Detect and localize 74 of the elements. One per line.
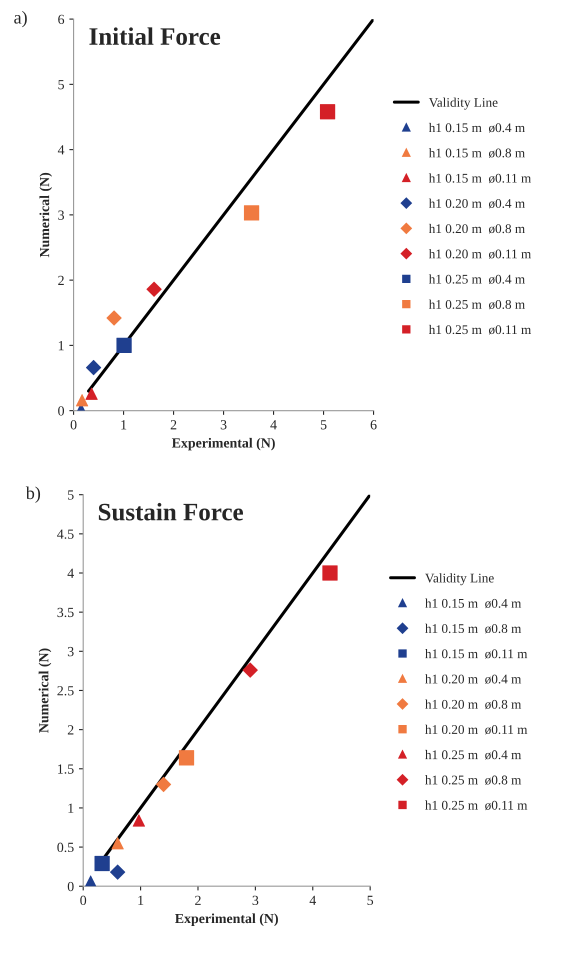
text: a) xyxy=(14,10,27,28)
point xyxy=(132,814,146,827)
point xyxy=(111,837,124,850)
chart-title: Sustain Force xyxy=(98,502,243,521)
y-axis-title: Numerical (N) xyxy=(38,648,52,733)
x-tick-label: 1 xyxy=(121,420,126,430)
y-tick-label: 2 xyxy=(58,276,64,285)
legend-label: h1 0.15 m ø0.4 m xyxy=(428,122,525,133)
y-tick-label: 5 xyxy=(58,80,64,90)
y-tick-label: 2 xyxy=(68,725,74,734)
y-axis-title: Numerical (N) xyxy=(39,172,52,258)
x-tick-label: 3 xyxy=(252,896,258,906)
y-tick-label: 4 xyxy=(68,568,74,578)
y-tick-label: 2.5 xyxy=(57,686,74,696)
y-tick-label: 4 xyxy=(58,145,64,154)
point xyxy=(178,750,194,766)
point xyxy=(116,338,132,354)
x-tick-label: 4 xyxy=(270,420,277,430)
y-tick-label: 3.5 xyxy=(57,608,74,618)
y-tick-label: 3 xyxy=(58,210,64,220)
x-axis-title: Experimental (N) xyxy=(172,438,275,450)
y-tick-label: 4.5 xyxy=(57,530,74,539)
legend-label: h1 0.25 m ø0.4 m xyxy=(428,274,525,284)
y-tick-label: 1.5 xyxy=(58,764,74,774)
y-tick-label: 0 xyxy=(58,406,64,416)
x-tick-label: 0 xyxy=(80,896,86,906)
point xyxy=(244,205,260,221)
y-tick-label: 0.5 xyxy=(57,842,74,852)
legend-label: h1 0.25 m ø0.8 m xyxy=(428,300,525,310)
legend-label: h1 0.25 m ø0.8 m xyxy=(425,775,522,785)
y-tick-label: 0 xyxy=(68,882,74,892)
x-tick-label: 6 xyxy=(370,420,377,430)
legend-label: h1 0.25 m ø0.11 m xyxy=(428,324,532,335)
point xyxy=(242,662,258,678)
legend-label: h1 0.20 m ø0.11 m xyxy=(428,249,532,259)
y-tick-label: 3 xyxy=(68,646,74,656)
point xyxy=(106,310,122,326)
legend-label: h1 0.20 m ø0.11 m xyxy=(425,724,528,734)
x-tick-label: 5 xyxy=(368,896,374,906)
legend-label: h1 0.20 m ø0.8 m xyxy=(428,224,525,234)
point xyxy=(85,388,98,400)
x-tick-label: 2 xyxy=(170,420,176,430)
x-tick-label: 5 xyxy=(320,420,326,430)
y-tick-label: 6 xyxy=(58,14,64,24)
legend-label: h1 0.15 m ø0.11 m xyxy=(425,648,528,659)
legend-label: Validity Line xyxy=(425,573,494,586)
point xyxy=(322,565,338,581)
legend-label: h1 0.25 m ø0.11 m xyxy=(425,800,528,810)
x-tick-label: 1 xyxy=(138,896,144,905)
legend-label: h1 0.15 m ø0.8 m xyxy=(428,148,525,158)
point xyxy=(320,104,336,120)
point xyxy=(146,282,162,297)
legend-label: h1 0.25 m ø0.4 m xyxy=(425,750,522,760)
point xyxy=(94,856,110,872)
legend-label: Validity Line xyxy=(428,98,498,110)
y-tick-label: 1 xyxy=(68,804,74,813)
x-tick-label: 4 xyxy=(310,896,316,905)
chart-title: Initial Force xyxy=(89,27,220,45)
point xyxy=(76,394,88,406)
legend-label: h1 0.20 m ø0.4 m xyxy=(428,198,525,208)
legend-label: h1 0.20 m ø0.4 m xyxy=(425,674,522,684)
point xyxy=(86,360,102,376)
legend-label: h1 0.15 m ø0.8 m xyxy=(425,624,522,634)
point xyxy=(156,776,172,792)
legend-label: h1 0.15 m ø0.4 m xyxy=(425,598,522,608)
y-tick-label: 5 xyxy=(68,490,74,500)
x-tick-label: 2 xyxy=(195,896,201,905)
x-axis-title: Experimental (N) xyxy=(175,913,278,926)
y-tick-label: 1 xyxy=(58,341,64,350)
x-tick-label: 3 xyxy=(220,420,226,430)
legend-label: h1 0.20 m ø0.8 m xyxy=(425,699,522,710)
point xyxy=(110,864,126,880)
text: b) xyxy=(26,486,40,503)
legend-label: h1 0.15 m ø0.11 m xyxy=(428,173,532,184)
